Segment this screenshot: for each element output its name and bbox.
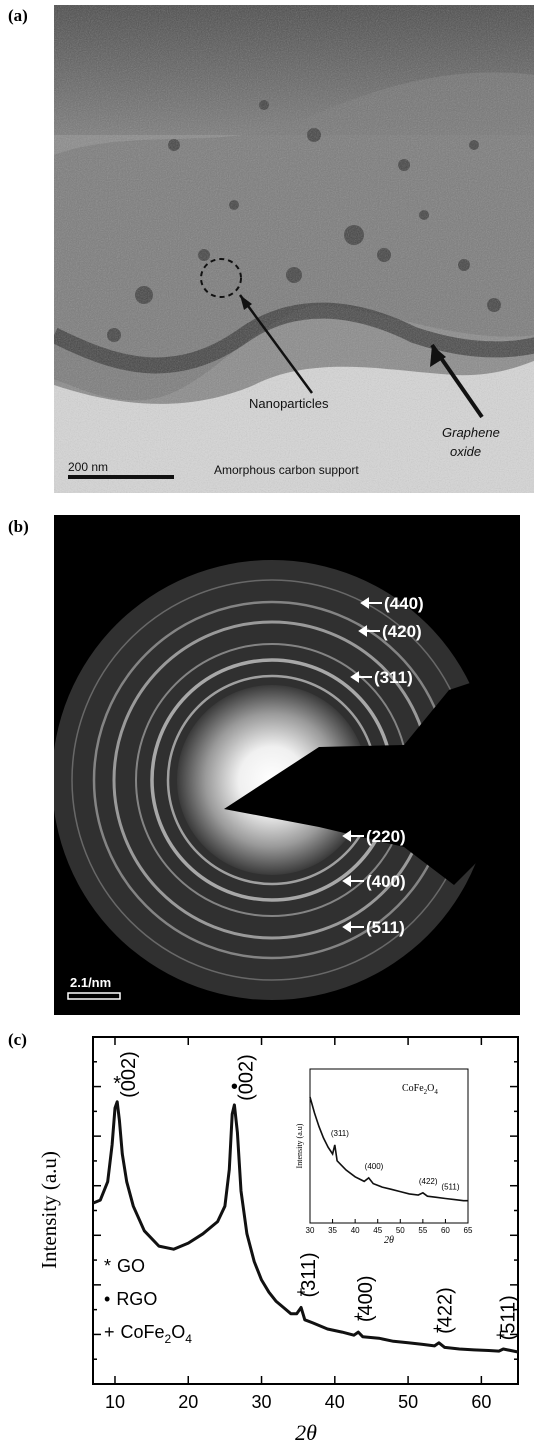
beam-stop: [224, 675, 510, 885]
legend-symbol-cofe2o4: +: [104, 1322, 115, 1342]
inset-x-axis-label: 2θ: [384, 1235, 394, 1246]
inset-series-line: [309, 1096, 468, 1202]
legend-entry-cofe2o4: + CoFe2O4: [104, 1322, 192, 1346]
inset-title: CoFe2O4: [402, 1083, 438, 1096]
ring-label-400: (400): [366, 872, 406, 891]
inset-x-tick-label: 65: [464, 1226, 473, 1235]
ring-label-420: (420): [382, 622, 422, 641]
xrd-chart: 10 20 30 40 50 60 *(002) •(002)+(311)+(400)+(4…: [37, 1036, 519, 1445]
saed-image: (440) (420) (311) (220) (400) (511) 2.1/…: [52, 515, 520, 1015]
inset-y-axis-label: Intensity (a.u): [295, 1123, 304, 1168]
ring-label-311: (311): [374, 668, 413, 687]
inset-peak-label: (311): [331, 1129, 349, 1138]
x-tick-label: 20: [178, 1392, 198, 1412]
peak-hkl-label: (311): [298, 1252, 320, 1297]
legend-text-o: O: [171, 1322, 185, 1342]
panel-label-b: (b): [8, 517, 29, 536]
nanoparticle-arrowhead: [240, 295, 252, 310]
image-noise: [54, 5, 534, 493]
saed-scale-label: 2.1/nm: [70, 975, 111, 990]
nanoparticle-circle-marker: [200, 258, 242, 298]
main-legend: * GO • RGO + CoFe2O4: [104, 1256, 192, 1346]
inset-x-tick-label: 40: [351, 1226, 360, 1235]
x-tick-label: 10: [105, 1392, 125, 1412]
scale-bar-label: 200 nm: [68, 460, 108, 474]
peak-marker: •: [231, 1076, 238, 1098]
inset-title-sub2: 4: [434, 1088, 438, 1096]
legend-sub-4: 4: [185, 1332, 192, 1346]
main-x-axis-label: 2θ: [295, 1420, 317, 1445]
peak-hkl-label: (422): [434, 1287, 456, 1334]
inset-x-tick-label: 45: [373, 1226, 382, 1235]
x-tick-label: 40: [325, 1392, 345, 1412]
nanoparticle-arrow: [238, 294, 314, 394]
tem-image: Nanoparticles Graphene oxide 200 nm Amor…: [50, 5, 534, 493]
ring-label-220: (220): [366, 827, 406, 846]
peak-hkl-label: (511): [497, 1295, 519, 1340]
main-peak-labels: *(002) •(002)+(311)+(400)+(422)+(511): [113, 1051, 519, 1344]
peak-marker: +: [296, 1285, 305, 1302]
xrd-series-line: [92, 1100, 519, 1354]
legend-entry-rgo: • RGO: [104, 1289, 157, 1309]
main-y-axis-ticks: [93, 1061, 518, 1360]
inset-plot-frame: [309, 1068, 469, 1224]
x-tick-label: 30: [252, 1392, 272, 1412]
label-amorphous-support: Amorphous carbon support: [214, 463, 359, 477]
inset-x-tick-label: 30: [306, 1226, 315, 1235]
legend-text-rgo: RGO: [116, 1289, 157, 1309]
scale-bar: [68, 475, 174, 479]
saed-scale-bar: [67, 992, 121, 1000]
inset-title-sub: 2: [424, 1088, 428, 1096]
xrd-chart-panel: 10 20 30 40 50 60 * (002) • (002) + (311) + (400) + (4…: [0, 1025, 534, 1447]
x-tick-label: 60: [471, 1392, 491, 1412]
panel-label-c: (c): [8, 1030, 27, 1049]
label-nanoparticles: Nanoparticles: [249, 396, 329, 411]
inset-peak-label: (511): [441, 1182, 459, 1191]
inset-title-main: CoFe: [402, 1083, 424, 1094]
label-oxide: oxide: [450, 444, 481, 459]
ring-label-511: (511): [366, 918, 405, 937]
inset-x-tick-label: 60: [441, 1226, 450, 1235]
panel-label-a: (a): [8, 6, 28, 25]
legend-entry-go: * GO: [104, 1256, 145, 1276]
inset-x-tick-label: 55: [418, 1226, 427, 1235]
inset-x-tick-label: 35: [328, 1226, 337, 1235]
legend-text-cofe: CoFe: [121, 1322, 165, 1342]
inset-peak-labels: (311) (400) (422)(511): [331, 1129, 460, 1192]
legend-symbol-go: *: [104, 1256, 111, 1276]
peak-marker: +: [433, 1321, 442, 1338]
inset-title-tail: O: [427, 1083, 434, 1094]
saed-pattern: (440) (420) (311) (220) (400) (511) 2.1/…: [52, 515, 520, 1015]
ring-label-440: (440): [384, 594, 424, 613]
main-x-axis-ticks: 10 20 30 40 50 60: [105, 1037, 491, 1412]
inset-peak-label: (400): [365, 1162, 384, 1171]
label-graphene: Graphene: [442, 425, 500, 440]
legend-text-go: GO: [117, 1256, 145, 1276]
legend-sub-2: 2: [165, 1332, 172, 1346]
x-tick-label: 50: [398, 1392, 418, 1412]
peak-hkl-label: (002): [235, 1054, 257, 1101]
tem-micrograph: Nanoparticles Graphene oxide 200 nm Amor…: [50, 5, 534, 493]
inset-x-axis-ticks: 30 35 40 45 50 55 60 65: [306, 1219, 473, 1235]
peak-hkl-label: (400): [355, 1275, 377, 1322]
peak-marker: +: [496, 1327, 505, 1344]
peak-marker: *: [113, 1073, 121, 1095]
legend-symbol-rgo: •: [104, 1289, 110, 1309]
peak-marker: +: [354, 1309, 363, 1326]
inset-peak-label: (422): [419, 1177, 438, 1186]
ring-arrows: [342, 597, 382, 933]
inset-x-tick-label: 50: [396, 1226, 405, 1235]
peak-hkl-label: (002): [118, 1051, 140, 1098]
ring-index-labels: (440) (420) (311) (220) (400) (511): [366, 594, 424, 937]
main-y-axis-label: Intensity (a.u): [37, 1151, 61, 1269]
graphene-arrowhead: [430, 345, 446, 367]
